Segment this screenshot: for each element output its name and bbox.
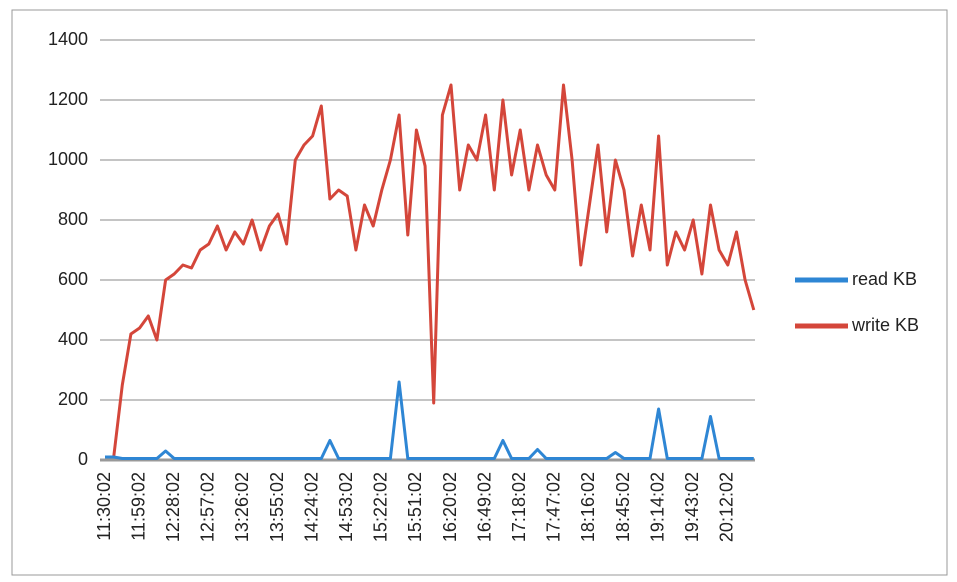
x-tick-label: 15:51:02	[405, 472, 425, 542]
x-tick-label: 15:22:02	[371, 472, 391, 542]
x-tick-label: 17:18:02	[509, 472, 529, 542]
y-tick-label: 1200	[48, 89, 88, 109]
x-tick-label: 12:28:02	[163, 472, 183, 542]
x-tick-label: 17:47:02	[544, 472, 564, 542]
y-tick-label: 400	[58, 329, 88, 349]
x-tick-label: 11:59:02	[128, 472, 148, 541]
x-tick-label: 18:16:02	[578, 472, 598, 542]
y-tick-label: 0	[78, 449, 88, 469]
y-tick-label: 600	[58, 269, 88, 289]
x-tick-label: 12:57:02	[198, 472, 218, 542]
x-tick-label: 19:14:02	[647, 472, 667, 542]
x-tick-label: 20:12:02	[717, 472, 737, 542]
y-tick-label: 200	[58, 389, 88, 409]
y-tick-label: 1000	[48, 149, 88, 169]
x-tick-label: 18:45:02	[613, 472, 633, 542]
series-line	[105, 380, 754, 460]
x-tick-label: 13:55:02	[267, 472, 287, 542]
x-tick-label: 14:24:02	[301, 472, 321, 542]
x-tick-label: 19:43:02	[682, 472, 702, 542]
y-tick-label: 800	[58, 209, 88, 229]
x-tick-label: 16:49:02	[474, 472, 494, 542]
chart-border	[11, 9, 948, 576]
x-tick-label: 11:30:02	[94, 472, 114, 541]
series-line	[105, 83, 756, 459]
legend-label: read KB	[852, 269, 917, 289]
legend-label: write KB	[851, 315, 919, 335]
x-tick-label: 16:20:02	[440, 472, 460, 542]
x-tick-label: 14:53:02	[336, 472, 356, 542]
x-tick-label: 13:26:02	[232, 472, 252, 542]
y-tick-label: 1400	[48, 29, 88, 49]
